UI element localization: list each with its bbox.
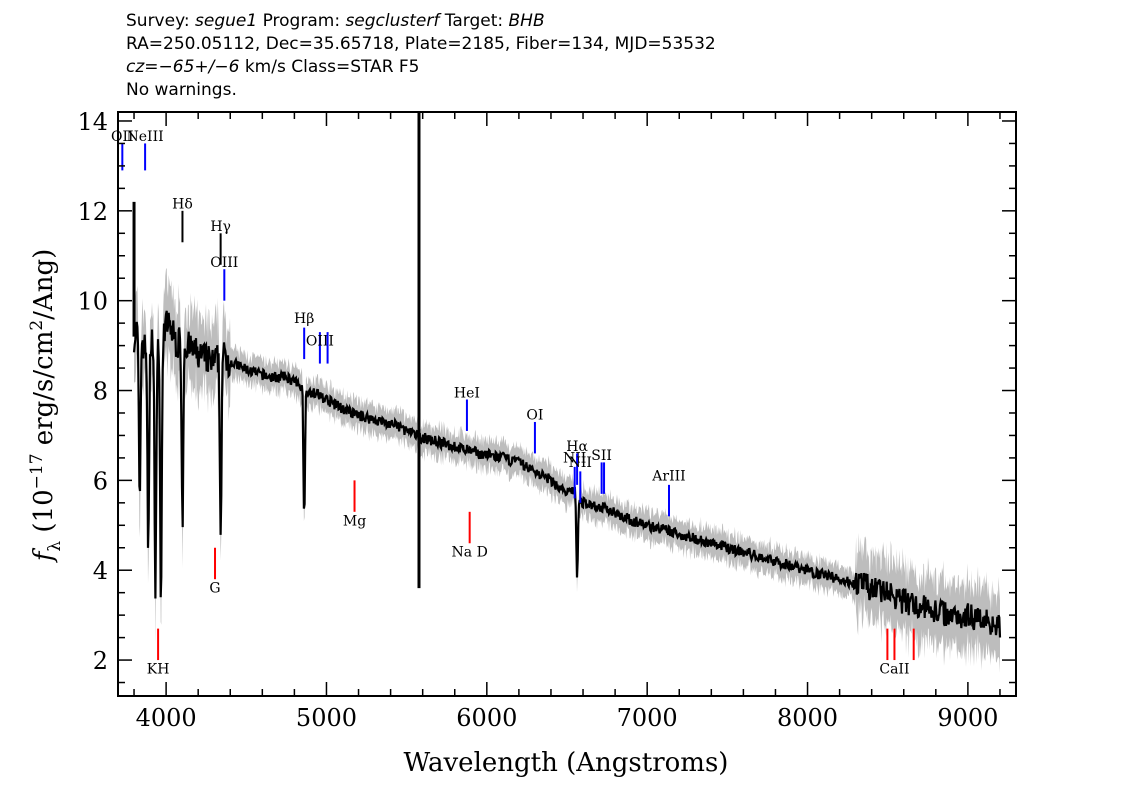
header-line-warnings: No warnings. — [126, 80, 237, 100]
noise-band — [134, 268, 1000, 673]
line-label-8: HeI — [454, 385, 480, 401]
y-tick-label: 12 — [77, 198, 108, 226]
x-tick-label: 7000 — [617, 704, 678, 732]
survey-value: segue1 — [195, 11, 258, 31]
y-axis-label: fλ (10−17 erg/s/cm2/Ang) — [27, 249, 65, 564]
header-line-redshift: cz=−65+/−6 km/s Class=STAR F5 — [126, 57, 420, 77]
y-tick-label: 6 — [93, 467, 108, 495]
line-label-11: Hα — [566, 439, 588, 455]
program-value: segclusterf — [345, 11, 440, 31]
y-tick-label: 2 — [93, 647, 108, 675]
x-tick-label: 6000 — [456, 704, 517, 732]
line-label-5: Hβ — [294, 311, 314, 327]
y-tick-label: 8 — [93, 378, 108, 406]
y-tick-label: 14 — [77, 108, 108, 136]
line-label-1: NeIII — [127, 129, 164, 145]
line-label-16: Mg — [343, 513, 366, 529]
noise-area — [134, 268, 1000, 673]
x-tick-label: 5000 — [296, 704, 357, 732]
line-label-4: OIII — [210, 255, 238, 271]
header-line-survey: Survey: segue1 Program: segclusterf Targ… — [126, 11, 545, 31]
flux-line — [132, 310, 1002, 638]
line-label-19: KH — [147, 662, 170, 678]
header-line-coords: RA=250.05112, Dec=35.65718, Plate=2185, … — [126, 34, 716, 54]
y-tick-label: 10 — [77, 288, 108, 316]
flux-series — [132, 112, 1002, 638]
line-label-10: NII — [563, 450, 586, 466]
x-tick-label: 9000 — [937, 704, 998, 732]
line-label-2: Hδ — [172, 197, 193, 213]
target-value: BHB — [508, 11, 545, 31]
line-label-15: ArIII — [651, 468, 685, 484]
line-label-3: Hγ — [210, 219, 231, 235]
x-tick-label: 4000 — [136, 704, 197, 732]
y-tick-label: 4 — [93, 557, 108, 585]
line-label-13: SII — [591, 448, 612, 464]
line-label-20: CaII — [879, 662, 909, 678]
x-axis-label: Wavelength (Angstroms) — [404, 748, 729, 778]
line-label-17: Na D — [452, 545, 488, 561]
line-label-0: OII — [111, 129, 134, 145]
line-label-18: G — [209, 581, 220, 597]
spectrum-header: Survey: segue1 Program: segclusterf Targ… — [126, 10, 716, 102]
line-label-6: OIII — [306, 334, 334, 350]
line-label-12: NII — [569, 455, 592, 471]
line-label-9: OI — [526, 408, 543, 424]
plot-frame — [117, 111, 1017, 697]
axes: 4000 5000 6000 7000 8000 9000 2 4 6 8 10 12 14 — [77, 108, 1017, 732]
x-tick-label: 8000 — [777, 704, 838, 732]
